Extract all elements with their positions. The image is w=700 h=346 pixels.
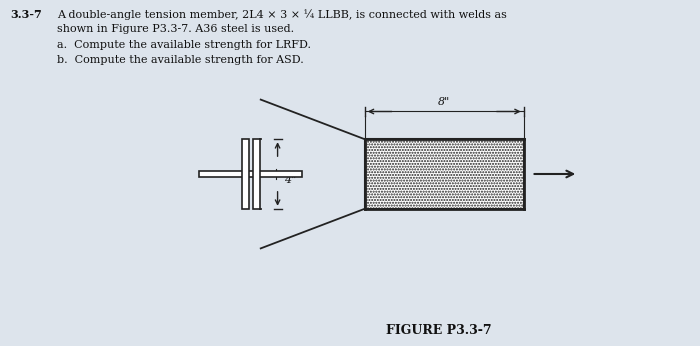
Bar bbox=[365, 139, 524, 209]
Text: shown in Figure P3.3-7. A36 steel is used.: shown in Figure P3.3-7. A36 steel is use… bbox=[57, 24, 295, 34]
Text: b.  Compute the available strength for ASD.: b. Compute the available strength for AS… bbox=[57, 55, 304, 65]
Text: 4": 4" bbox=[284, 175, 296, 185]
Bar bbox=[199, 171, 302, 177]
Text: A double-angle tension member, 2L4 × 3 × ¼ LLBB, is connected with welds as: A double-angle tension member, 2L4 × 3 ×… bbox=[57, 9, 508, 20]
Bar bbox=[253, 139, 260, 209]
Bar bbox=[242, 139, 248, 209]
Text: 8": 8" bbox=[438, 97, 450, 107]
Text: FIGURE P3.3-7: FIGURE P3.3-7 bbox=[386, 324, 492, 337]
Text: a.  Compute the available strength for LRFD.: a. Compute the available strength for LR… bbox=[57, 40, 312, 50]
Text: 3.3-7: 3.3-7 bbox=[10, 9, 43, 20]
